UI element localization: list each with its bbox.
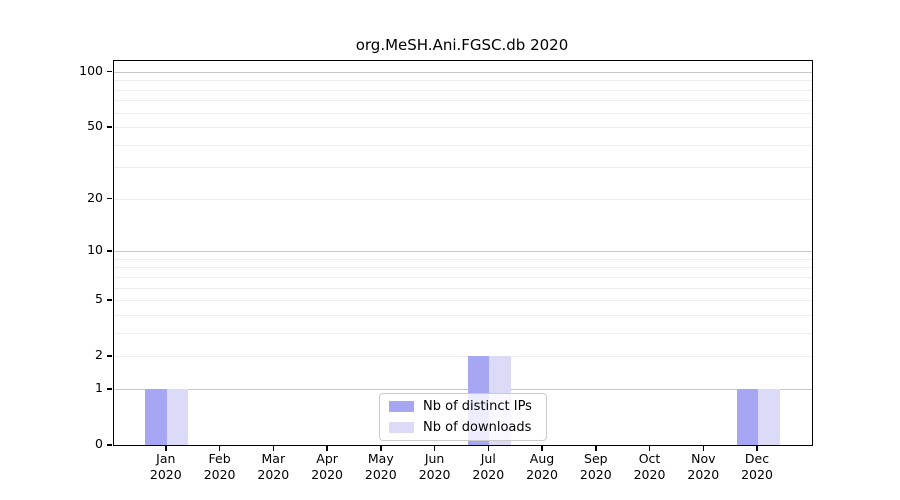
x-tick-label: Jun 2020 — [403, 451, 467, 483]
bar-distinct-ips — [145, 389, 167, 445]
y-tick-label: 2 — [95, 347, 103, 363]
x-tick-label: Mar 2020 — [241, 451, 305, 483]
bar-distinct-ips — [736, 389, 758, 445]
legend-label: Nb of distinct IPs — [423, 399, 532, 414]
major-gridline — [114, 251, 812, 253]
legend-swatch-downloads — [389, 422, 414, 433]
minor-gridline — [114, 80, 812, 82]
bar-downloads — [166, 389, 189, 445]
minor-gridline — [114, 300, 812, 302]
x-tick-label: May 2020 — [349, 451, 413, 483]
x-tick-year: 2020 — [257, 467, 290, 482]
x-tick-mark — [272, 445, 275, 451]
x-tick-mark — [165, 445, 167, 451]
y-tick-label: 20 — [87, 189, 103, 205]
y-tick-mark — [107, 444, 112, 446]
y-tick-label: 5 — [95, 291, 103, 307]
y-tick-mark — [107, 355, 112, 357]
x-tick-year: 2020 — [311, 467, 343, 482]
x-tick-month: Aug — [529, 451, 555, 466]
x-tick-year: 2020 — [526, 467, 558, 482]
minor-gridline — [114, 314, 812, 316]
minor-gridline — [114, 144, 812, 146]
x-tick-month: Oct — [638, 451, 661, 466]
x-tick-mark — [218, 445, 221, 451]
legend-swatch-distinct-ips — [389, 401, 414, 412]
x-tick-month: Jun — [424, 451, 445, 466]
y-tick-mark — [107, 126, 112, 128]
minor-gridline — [114, 112, 812, 114]
x-tick-month: Nov — [691, 451, 716, 466]
y-tick-mark — [107, 299, 112, 301]
x-tick-mark — [595, 445, 597, 451]
y-tick-label: 100 — [79, 62, 103, 78]
legend-item: Nb of downloads — [380, 419, 546, 437]
minor-gridline — [114, 276, 812, 278]
y-tick-label: 0 — [95, 436, 103, 451]
x-tick-label: Dec 2020 — [725, 451, 789, 483]
y-tick-mark — [107, 250, 112, 252]
x-tick-month: Feb — [208, 451, 231, 466]
minor-gridline — [114, 267, 812, 269]
y-tick-mark — [107, 70, 112, 73]
x-tick-month: Apr — [316, 451, 338, 466]
minor-gridline — [114, 167, 812, 169]
minor-gridline — [114, 127, 812, 129]
minor-gridline — [114, 332, 812, 334]
x-tick-month: May — [367, 451, 394, 466]
bar-downloads — [758, 389, 780, 445]
x-tick-month: Sep — [584, 451, 608, 466]
chart-title: org.MeSH.Ani.FGSC.db 2020 — [355, 36, 569, 54]
x-tick-month: Jul — [480, 451, 496, 466]
major-gridline — [114, 71, 812, 73]
x-tick-mark — [487, 445, 490, 451]
x-tick-mark — [702, 445, 704, 451]
x-tick-label: Sep 2020 — [564, 451, 628, 483]
x-tick-mark — [648, 445, 651, 451]
legend: Nb of distinct IPs Nb of downloads — [379, 393, 547, 441]
x-tick-label: Oct 2020 — [618, 451, 682, 483]
x-tick-mark — [433, 445, 436, 451]
minor-gridline — [114, 89, 812, 91]
minor-gridline — [114, 100, 812, 102]
x-tick-month: Jan — [156, 451, 176, 466]
y-tick-label: 10 — [87, 242, 103, 258]
x-tick-label: Apr 2020 — [295, 451, 359, 483]
x-tick-mark — [326, 445, 328, 451]
x-tick-year: 2020 — [364, 467, 397, 482]
x-tick-year: 2020 — [418, 467, 451, 482]
x-tick-label: Feb 2020 — [188, 451, 252, 483]
x-tick-mark — [380, 445, 382, 451]
x-tick-year: 2020 — [741, 467, 773, 482]
legend-item: Nb of distinct IPs — [380, 398, 546, 416]
minor-gridline — [114, 258, 812, 260]
x-tick-year: 2020 — [203, 467, 236, 482]
x-tick-label: Jan 2020 — [134, 451, 198, 483]
x-tick-year: 2020 — [149, 467, 182, 482]
x-tick-month: Dec — [744, 451, 770, 466]
x-tick-year: 2020 — [579, 467, 612, 482]
major-gridline — [114, 389, 812, 390]
plot-area: Nb of distinct IPs Nb of downloads — [113, 60, 813, 446]
x-tick-label: Aug 2020 — [510, 451, 574, 483]
x-tick-month: Mar — [261, 451, 286, 466]
y-tick-label: 50 — [87, 118, 103, 134]
minor-gridline — [114, 198, 812, 200]
x-tick-label: Nov 2020 — [671, 451, 735, 483]
y-tick-mark — [107, 197, 112, 200]
minor-gridline — [114, 356, 812, 358]
x-tick-label: Jul 2020 — [456, 451, 520, 483]
x-tick-year: 2020 — [633, 467, 666, 482]
y-tick-label: 1 — [95, 380, 103, 395]
minor-gridline — [114, 287, 812, 289]
legend-label: Nb of downloads — [423, 420, 532, 435]
x-tick-mark — [541, 445, 543, 451]
x-tick-mark — [756, 445, 758, 451]
x-tick-year: 2020 — [687, 467, 720, 482]
y-tick-mark — [107, 388, 112, 390]
x-tick-year: 2020 — [472, 467, 505, 482]
